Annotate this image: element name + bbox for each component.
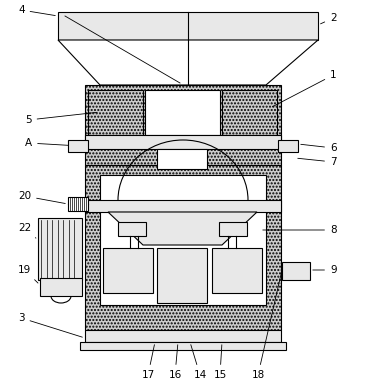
Text: 6: 6: [301, 143, 337, 153]
Bar: [40, 278, 82, 296]
Bar: [278, 140, 298, 152]
Text: 22: 22: [18, 223, 36, 238]
Text: 19: 19: [18, 265, 38, 283]
Text: 18: 18: [251, 273, 281, 380]
Text: 3: 3: [18, 313, 82, 337]
Bar: [85, 200, 281, 212]
Text: 8: 8: [263, 225, 337, 235]
Text: 17: 17: [141, 345, 154, 380]
Bar: [68, 197, 88, 211]
Text: 4: 4: [18, 5, 55, 16]
Bar: [68, 140, 88, 152]
Bar: [222, 90, 277, 135]
Bar: [219, 222, 247, 236]
Text: 20: 20: [18, 191, 65, 203]
Bar: [145, 90, 220, 135]
Text: 2: 2: [321, 13, 337, 24]
Bar: [85, 135, 281, 149]
Polygon shape: [58, 40, 318, 85]
Text: 9: 9: [313, 265, 337, 275]
Text: 15: 15: [213, 345, 227, 380]
Bar: [80, 342, 286, 350]
Polygon shape: [108, 212, 257, 245]
Text: A: A: [25, 138, 77, 148]
Bar: [103, 248, 153, 293]
Text: 1: 1: [272, 70, 337, 107]
Bar: [157, 248, 207, 303]
Bar: [58, 12, 318, 40]
Text: 5: 5: [25, 112, 97, 125]
Bar: [88, 90, 143, 135]
Bar: [85, 165, 281, 330]
Bar: [85, 330, 281, 342]
Bar: [282, 262, 310, 280]
Text: 16: 16: [168, 345, 182, 380]
Text: 7: 7: [298, 157, 337, 167]
Bar: [85, 85, 281, 165]
Text: 14: 14: [191, 344, 207, 380]
Bar: [38, 218, 82, 280]
Bar: [100, 175, 266, 305]
Bar: [212, 248, 262, 293]
Bar: [118, 222, 146, 236]
Bar: [157, 149, 207, 169]
